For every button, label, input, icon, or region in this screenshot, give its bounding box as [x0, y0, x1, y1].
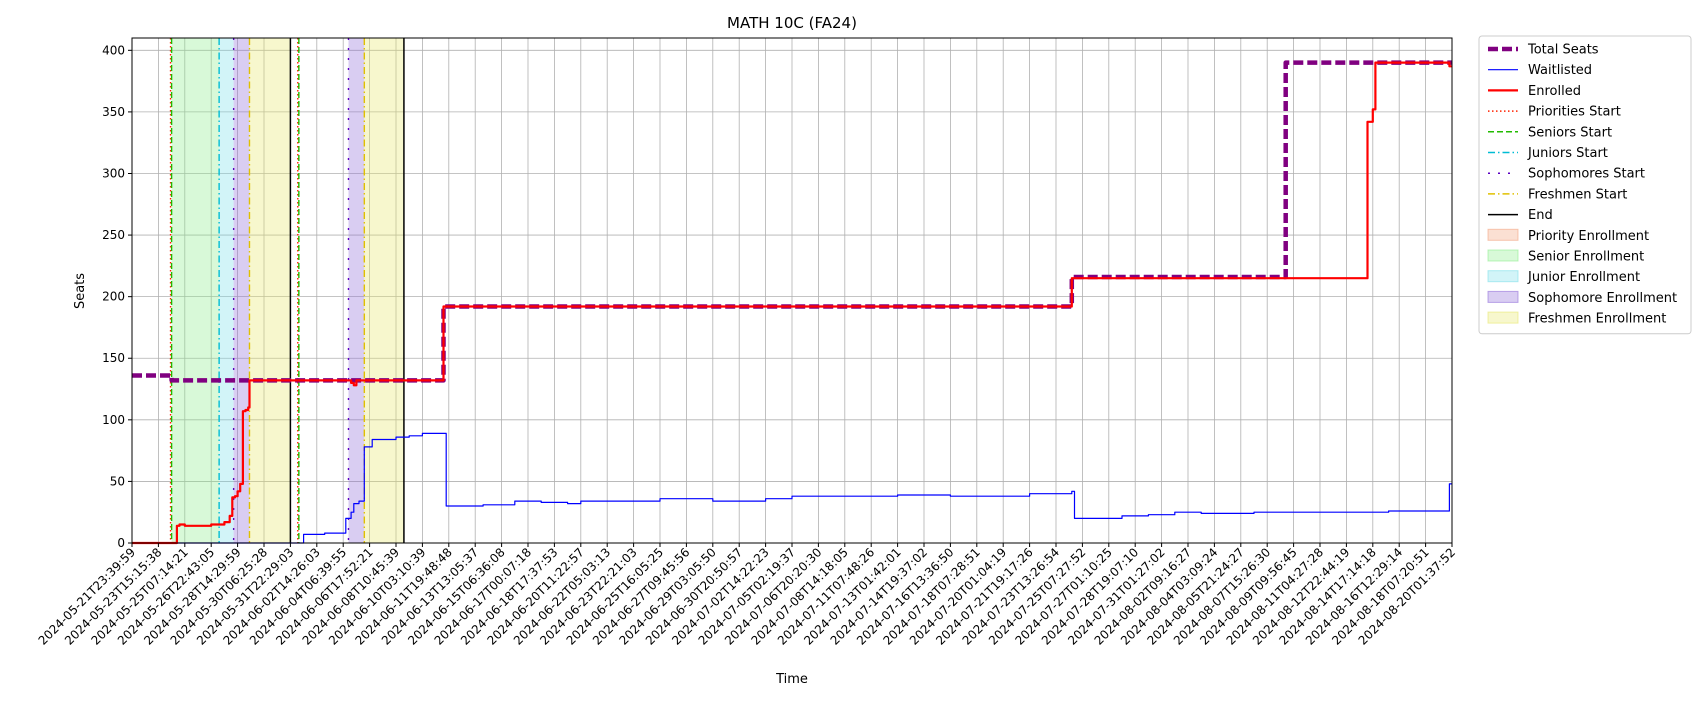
legend-label: Senior Enrollment	[1528, 250, 1644, 265]
span-sophomore-enrollment	[348, 38, 365, 543]
y-tick-label: 100	[102, 413, 125, 427]
y-tick-label: 300	[102, 166, 125, 180]
span-sophomore-enrollment	[233, 38, 250, 543]
period-start-lines	[169, 38, 405, 543]
series-enrolled	[132, 61, 1452, 545]
y-tick-label: 150	[102, 351, 125, 365]
y-tick-label: 0	[117, 536, 125, 550]
enrollment-period-spans	[171, 38, 404, 543]
y-tick-label: 200	[102, 290, 125, 304]
legend-label: Enrolled	[1528, 84, 1581, 99]
span-junior-enrollment	[219, 38, 234, 543]
span-freshmen-enrollment	[364, 38, 404, 543]
legend-label: Sophomores Start	[1528, 167, 1645, 182]
legend-label: Sophomore Enrollment	[1528, 291, 1677, 306]
legend-frame	[1478, 35, 1692, 335]
legend-swatch	[1487, 228, 1519, 241]
y-tick-label: 50	[110, 474, 125, 488]
legend-label: Freshmen Enrollment	[1528, 312, 1666, 327]
legend-label: Total Seats	[1527, 43, 1599, 58]
legend-label: Priorities Start	[1528, 105, 1621, 120]
chart-title: MATH 10C (FA24)	[727, 14, 857, 32]
grid	[131, 38, 1453, 544]
y-tick-label: 400	[102, 43, 125, 57]
legend-label: End	[1528, 208, 1553, 223]
legend-swatch	[1487, 270, 1519, 283]
y-tick-label: 350	[102, 105, 125, 119]
span-senior-enrollment	[171, 38, 220, 543]
x-axis-ticks: 2024-05-21T23:39:592024-05-23T15:15:3820…	[36, 543, 1458, 648]
y-axis-ticks: 0 50 100 150 200 250 300 350 400	[102, 43, 132, 550]
legend-label: Priority Enrollment	[1528, 229, 1649, 244]
legend-swatch	[1487, 249, 1519, 262]
legend-swatch	[1487, 290, 1519, 303]
series-waitlisted	[132, 432, 1452, 544]
legend-label: Waitlisted	[1528, 63, 1592, 78]
y-tick-label: 250	[102, 228, 125, 242]
y-axis-label: Seats	[73, 273, 88, 309]
data-series	[132, 60, 1452, 545]
legend-label: Freshmen Start	[1528, 187, 1627, 202]
legend-label: Juniors Start	[1527, 146, 1608, 161]
legend-label: Junior Enrollment	[1527, 270, 1640, 285]
x-axis-label: Time	[775, 672, 808, 687]
legend: Total Seats Waitlisted Enrolled Priorities …	[1478, 35, 1692, 335]
legend-swatch	[1487, 311, 1519, 324]
span-freshmen-enrollment	[249, 38, 291, 543]
legend-label: Seniors Start	[1528, 125, 1612, 140]
